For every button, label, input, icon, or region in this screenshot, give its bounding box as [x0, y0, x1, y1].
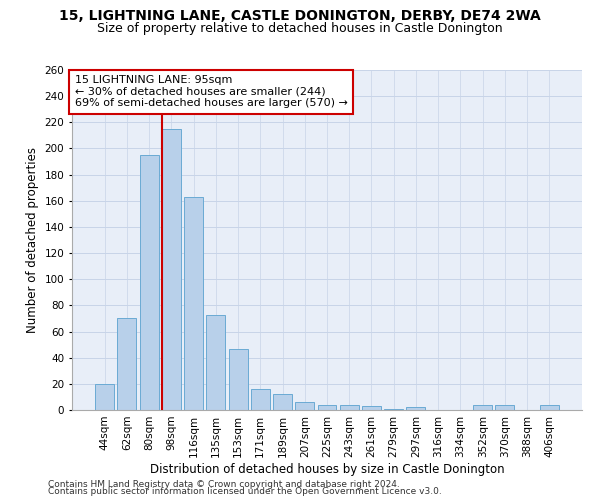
Bar	[184, 197, 203, 410]
Bar	[496, 405, 514, 410]
Bar	[295, 402, 314, 410]
Bar	[118, 318, 136, 410]
Bar	[229, 348, 248, 410]
Bar	[251, 389, 270, 410]
Text: Contains public sector information licensed under the Open Government Licence v3: Contains public sector information licen…	[48, 487, 442, 496]
Bar	[162, 129, 181, 410]
Bar	[317, 405, 337, 410]
Bar	[384, 408, 403, 410]
Text: Size of property relative to detached houses in Castle Donington: Size of property relative to detached ho…	[97, 22, 503, 35]
Bar	[273, 394, 292, 410]
Text: 15, LIGHTNING LANE, CASTLE DONINGTON, DERBY, DE74 2WA: 15, LIGHTNING LANE, CASTLE DONINGTON, DE…	[59, 9, 541, 23]
Bar	[340, 405, 359, 410]
X-axis label: Distribution of detached houses by size in Castle Donington: Distribution of detached houses by size …	[149, 462, 505, 475]
Text: 15 LIGHTNING LANE: 95sqm
← 30% of detached houses are smaller (244)
69% of semi-: 15 LIGHTNING LANE: 95sqm ← 30% of detach…	[74, 75, 347, 108]
Bar	[362, 406, 381, 410]
Bar	[140, 155, 158, 410]
Bar	[95, 384, 114, 410]
Bar	[206, 314, 225, 410]
Text: Contains HM Land Registry data © Crown copyright and database right 2024.: Contains HM Land Registry data © Crown c…	[48, 480, 400, 489]
Y-axis label: Number of detached properties: Number of detached properties	[26, 147, 39, 333]
Bar	[473, 405, 492, 410]
Bar	[406, 408, 425, 410]
Bar	[540, 405, 559, 410]
